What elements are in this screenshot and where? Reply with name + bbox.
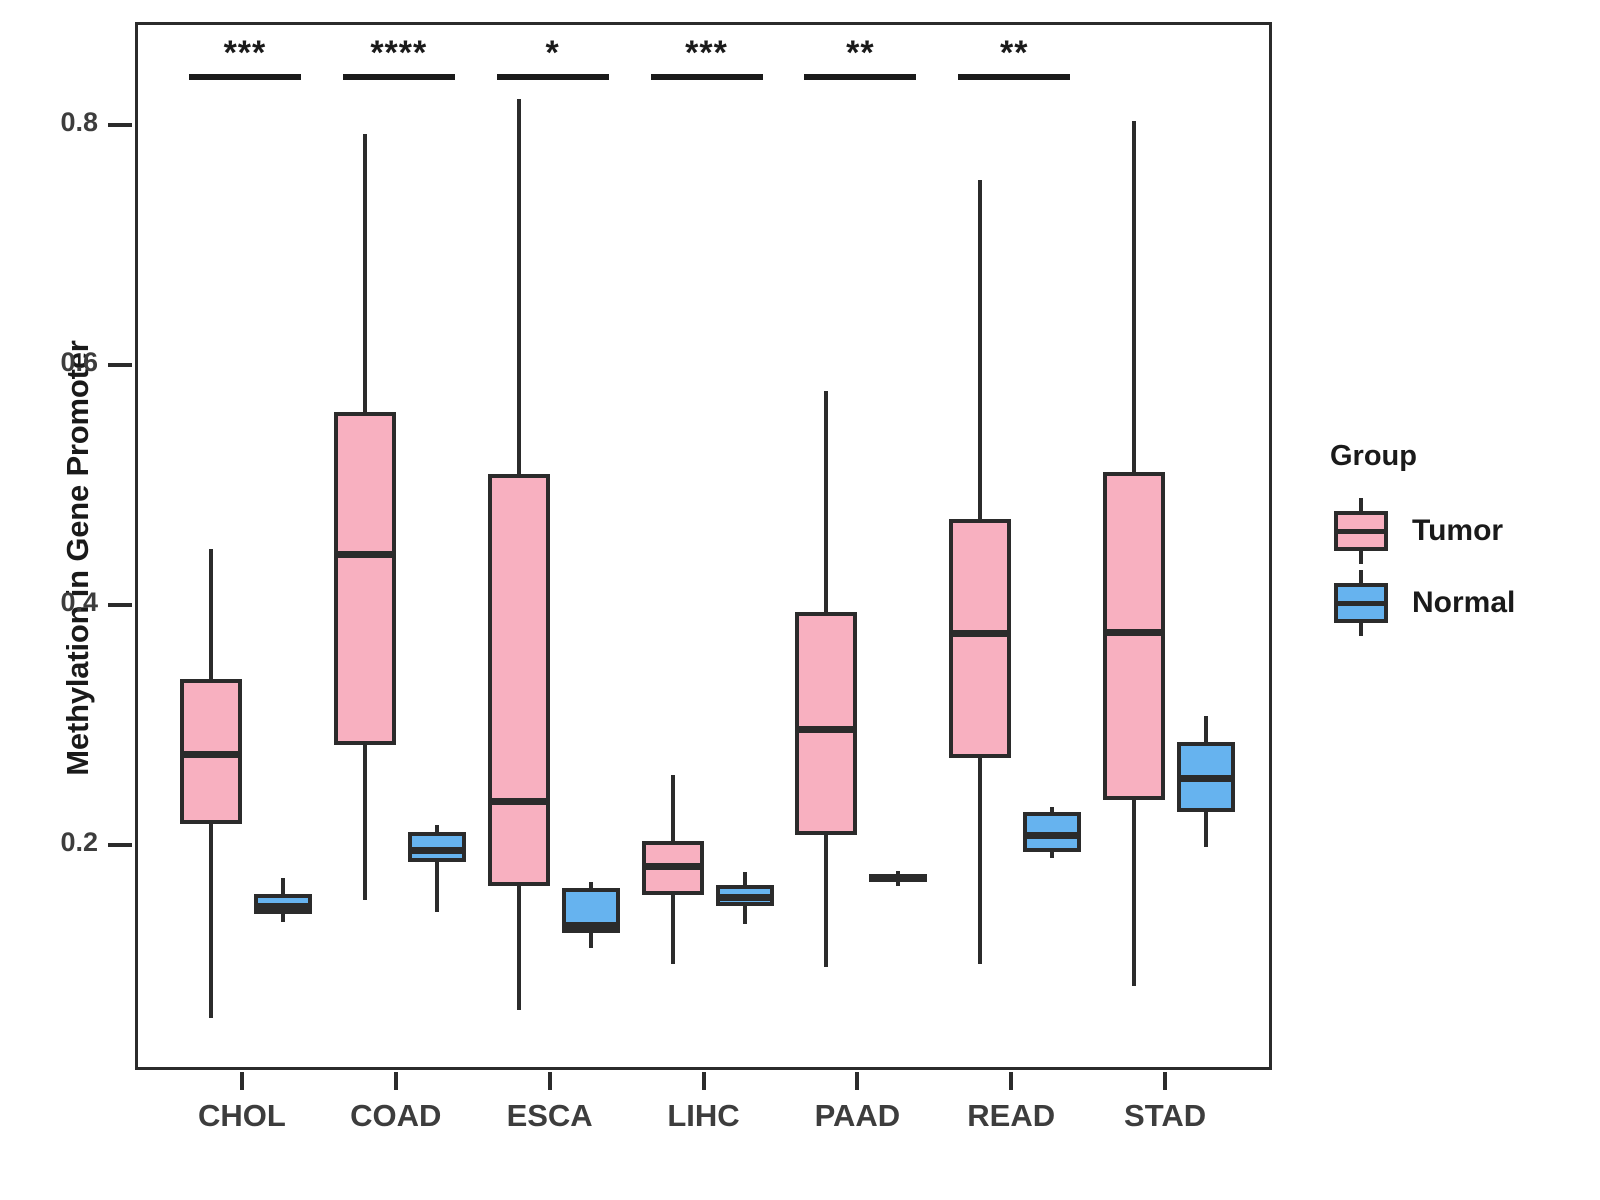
median-line <box>1177 775 1236 783</box>
y-tick-mark <box>108 123 132 127</box>
significance-label-chol: *** <box>223 34 267 72</box>
median-line <box>641 863 704 870</box>
legend-title: Group <box>1330 440 1417 472</box>
significance-bar-paad <box>804 74 917 80</box>
legend-entry-normal[interactable]: Normal <box>1330 567 1580 639</box>
median-line <box>253 902 312 910</box>
legend-key-normal <box>1330 570 1392 636</box>
legend-entry-tumor[interactable]: Tumor <box>1330 495 1580 567</box>
x-tick-mark <box>1163 1072 1168 1090</box>
whisker <box>434 825 439 912</box>
legend-median <box>1334 529 1388 534</box>
plot-area: *** **** * *** ** ** <box>138 25 1269 1067</box>
plot-panel: *** **** * *** ** ** <box>135 22 1272 1070</box>
y-tick-label: 0.4 <box>60 587 98 617</box>
median-line <box>561 921 620 929</box>
significance-label-coad: **** <box>370 34 428 72</box>
legend-entries: Tumor Normal <box>1330 495 1580 639</box>
box-rect <box>487 473 550 887</box>
x-tick-label-read: READ <box>967 1098 1056 1133</box>
box-rect <box>949 519 1012 758</box>
y-tick-label: 0.2 <box>60 827 98 857</box>
x-tick-mark <box>701 1072 706 1090</box>
median-line <box>487 798 550 806</box>
y-axis-title: Methylation in Gene Promoter <box>60 340 95 776</box>
significance-bar-chol <box>188 74 301 80</box>
x-tick-label-esca: ESCA <box>506 1098 593 1133</box>
box-rect <box>333 412 396 745</box>
x-tick-label-coad: COAD <box>350 1098 442 1133</box>
significance-label-read: ** <box>999 34 1029 72</box>
significance-label-paad: ** <box>846 34 875 72</box>
significance-bar-coad <box>342 74 455 80</box>
y-tick-label: 0.6 <box>60 347 98 377</box>
median-line <box>715 894 774 902</box>
x-tick-mark <box>239 1072 244 1090</box>
median-line <box>949 630 1012 638</box>
x-tick-mark <box>1009 1072 1014 1090</box>
y-tick-label: 0.8 <box>60 107 98 137</box>
significance-bar-read <box>958 74 1071 80</box>
legend-label-normal: Normal <box>1412 586 1516 619</box>
median-line <box>795 726 858 734</box>
median-line <box>179 751 242 759</box>
median-line <box>1103 629 1166 636</box>
y-tick-mark <box>108 843 132 847</box>
x-tick-label-chol: CHOL <box>198 1098 286 1133</box>
significance-label-lihc: *** <box>685 34 728 72</box>
box-rect <box>1103 472 1166 800</box>
median-line <box>869 875 928 882</box>
x-tick-mark <box>393 1072 398 1090</box>
x-tick-label-lihc: LIHC <box>667 1098 740 1133</box>
median-line <box>1023 831 1082 839</box>
median-line <box>407 847 466 855</box>
x-tick-label-paad: PAAD <box>814 1098 901 1133</box>
x-tick-label-stad: STAD <box>1124 1098 1207 1133</box>
y-tick-mark <box>108 603 132 607</box>
x-tick-mark <box>547 1072 552 1090</box>
significance-label-esca: * <box>545 34 560 72</box>
significance-bar-lihc <box>650 74 763 80</box>
legend-median <box>1334 601 1388 606</box>
box-rect <box>795 611 858 835</box>
median-line <box>333 551 396 558</box>
y-tick-mark <box>108 363 132 367</box>
x-tick-mark <box>855 1072 860 1090</box>
significance-bar-esca <box>496 74 609 80</box>
legend: Group Tumor Normal <box>1330 440 1580 639</box>
legend-key-tumor <box>1330 498 1392 564</box>
legend-label-tumor: Tumor <box>1412 514 1504 547</box>
